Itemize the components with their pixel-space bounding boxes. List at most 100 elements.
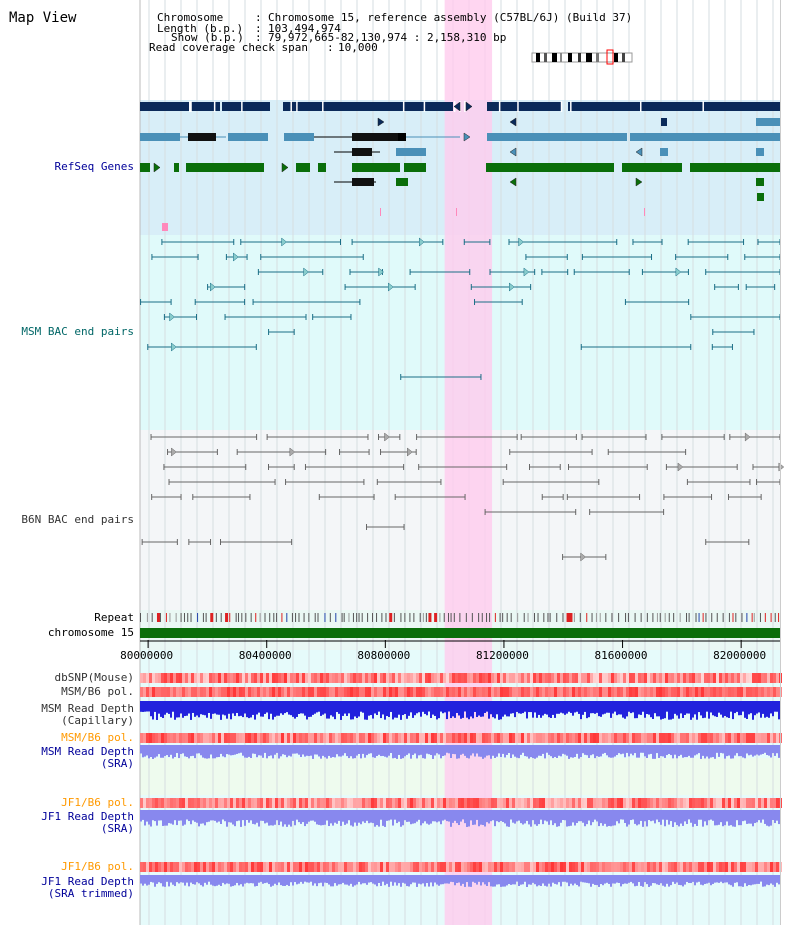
msm-pol-cell — [140, 687, 143, 697]
track-label-dbsnp[interactable]: dbSNP(Mouse) — [54, 671, 134, 684]
jf1-pol-cell — [143, 798, 146, 808]
msm-depth-cap-bar — [778, 701, 780, 720]
jf1-depth-sra-bar — [600, 810, 602, 824]
jf1-pol-cell — [392, 798, 395, 808]
jf1-depth-trim-bar — [760, 875, 762, 882]
msm-pol2-cell — [545, 733, 548, 743]
dbsnp-cell — [689, 673, 692, 683]
track-label-refseq[interactable]: RefSeq Genes — [54, 160, 134, 173]
coverage-value: 10,000 — [338, 41, 378, 54]
exon-gap — [517, 101, 519, 112]
track-label-msm-depth-capillary[interactable]: MSM Read Depth (Capillary) — [41, 702, 134, 727]
jf1-depth-trim-bar — [702, 875, 704, 886]
msm-pol2-cell — [497, 733, 500, 743]
msm-pol2-cell — [440, 733, 443, 743]
msm-depth-sra-bar — [182, 745, 184, 754]
jf1-depth-trim-bar — [626, 875, 628, 884]
msm-depth-cap-bar — [228, 701, 230, 714]
msm-pol-cell — [458, 687, 461, 697]
jf1-pol2-cell — [449, 862, 452, 872]
msm-depth-cap-bar — [582, 701, 584, 715]
msm-pol-cell — [569, 687, 572, 697]
jf1-pol2-cell — [503, 862, 506, 872]
track-label-msm-depth-sra[interactable]: MSM Read Depth (SRA) — [41, 745, 134, 770]
jf1-pol-cell — [254, 798, 257, 808]
msm-pol2-cell — [764, 733, 767, 743]
msm-depth-cap-bar — [188, 701, 190, 714]
msm-depth-sra-bar — [566, 745, 568, 756]
track-label-b6n-bac[interactable]: B6N BAC end pairs — [21, 513, 134, 526]
msm-pol2-cell — [425, 733, 428, 743]
msm-depth-cap-bar — [246, 701, 248, 718]
msm-depth-cap-bar — [676, 701, 678, 716]
jf1-depth-sra-bar — [608, 810, 610, 826]
msm-depth-sra-bar — [408, 745, 410, 754]
repeat-element — [348, 613, 350, 622]
msm-pol-cell — [368, 687, 371, 697]
msm-depth-sra-bar — [706, 745, 708, 757]
msm-depth-sra-bar — [668, 745, 670, 754]
jf1-pol-cell — [230, 798, 233, 808]
msm-depth-cap-bar — [468, 701, 470, 720]
jf1-pol-cell — [368, 798, 371, 808]
jf1-depth-sra-bar — [388, 810, 390, 821]
jf1-depth-trim-bar — [358, 875, 360, 882]
jf1-pol-cell — [263, 798, 266, 808]
jf1-pol2-cell — [440, 862, 443, 872]
jf1-depth-trim-bar — [538, 875, 540, 886]
track-label-msm-bac[interactable]: MSM BAC end pairs — [21, 325, 134, 338]
jf1-depth-trim-bar — [608, 875, 610, 884]
track-label-jf1-depth-sra[interactable]: JF1 Read Depth (SRA) — [41, 810, 134, 835]
msm-depth-sra-bar — [758, 745, 760, 756]
repeat-element — [264, 613, 266, 622]
jf1-depth-trim-bar — [518, 875, 520, 886]
msm-pol-cell — [482, 687, 485, 697]
jf1-depth-sra-bar — [528, 810, 530, 825]
dbsnp-cell — [518, 673, 521, 683]
msm-pol2-cell — [635, 733, 638, 743]
msm-pol-cell — [461, 687, 464, 697]
track-label-jf1-b6-pol-2[interactable]: JF1/B6 pol. — [61, 860, 134, 873]
repeat-element — [269, 613, 271, 622]
dbsnp-cell — [752, 673, 755, 683]
chromosome-sep: : — [255, 11, 262, 24]
dbsnp-cell — [470, 673, 473, 683]
b6n-bac-arrow — [744, 432, 751, 442]
msm-pol-cell — [434, 687, 437, 697]
track-label-msm-b6-pol[interactable]: MSM/B6 pol. — [61, 685, 134, 698]
msm-pol2-cell — [317, 733, 320, 743]
chromosome-ideogram[interactable] — [529, 52, 633, 62]
msm-pol-cell — [431, 687, 434, 697]
msm-depth-cap-bar — [150, 701, 152, 717]
jf1-depth-sra-bar — [314, 810, 316, 822]
track-label-jf1-depth-trimmed[interactable]: JF1 Read Depth (SRA trimmed) — [41, 875, 134, 900]
msm-depth-cap-bar — [604, 701, 606, 714]
gene-block — [140, 163, 150, 172]
repeat-element — [656, 613, 658, 622]
dbsnp-cell — [449, 673, 452, 683]
msm-depth-cap-bar — [374, 701, 376, 714]
msm-pol-cell — [305, 687, 308, 697]
track-label-msm-b6-pol-2[interactable]: MSM/B6 pol. — [61, 731, 134, 744]
msm-pol-cell — [179, 687, 182, 697]
jf1-depth-trim-bar — [618, 875, 620, 883]
msm-depth-cap-bar — [708, 701, 710, 719]
jf1-depth-sra-bar — [384, 810, 386, 827]
msm-depth-cap-bar — [620, 701, 622, 715]
track-label-chromosome[interactable]: chromosome 15 — [47, 626, 134, 639]
track-label-jf1-b6-pol[interactable]: JF1/B6 pol. — [61, 796, 134, 809]
msm-depth-sra-bar — [722, 745, 724, 754]
msm-depth-cap-bar — [610, 701, 612, 718]
track-label-repeat[interactable]: Repeat — [94, 611, 134, 624]
dbsnp-cell — [287, 673, 290, 683]
jf1-depth-sra-bar — [670, 810, 672, 822]
jf1-depth-sra-bar — [204, 810, 206, 826]
msm-pol-cell — [296, 687, 299, 697]
msm-pol-cell — [575, 687, 578, 697]
msm-depth-cap-bar — [364, 701, 366, 720]
msm-depth-sra-bar — [174, 745, 176, 758]
jf1-depth-trim-bar — [386, 875, 388, 884]
repeat-element — [447, 613, 449, 622]
msm-depth-sra-bar — [414, 745, 416, 754]
jf1-pol2-cell — [524, 862, 527, 872]
